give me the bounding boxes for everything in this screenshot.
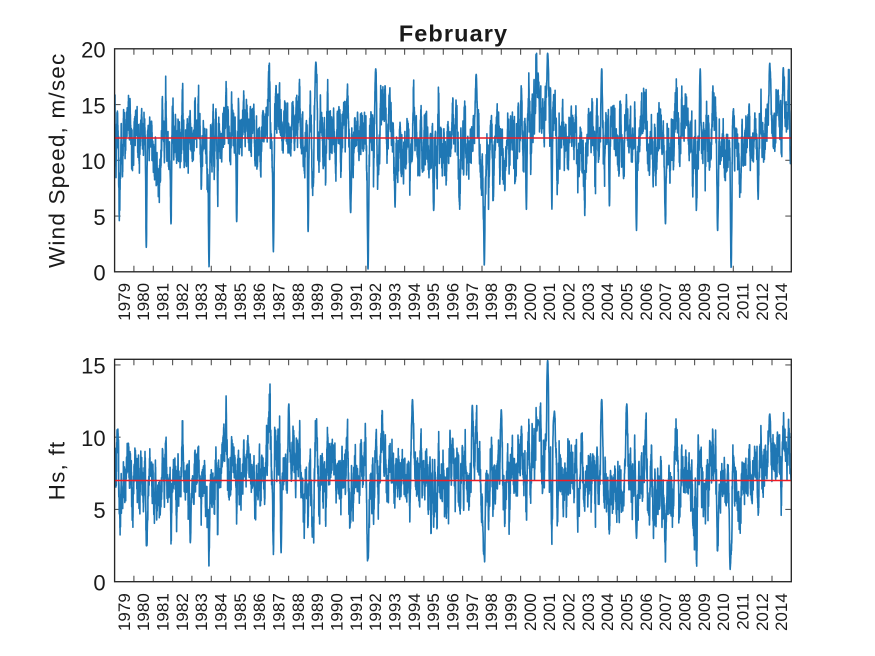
svg-text:1990: 1990	[328, 283, 347, 321]
svg-text:2002: 2002	[560, 283, 579, 321]
svg-text:1984: 1984	[212, 283, 231, 321]
svg-text:0: 0	[93, 570, 105, 595]
svg-text:0: 0	[93, 261, 105, 286]
svg-text:2006: 2006	[637, 283, 656, 321]
svg-text:1983: 1983	[192, 283, 211, 321]
svg-text:2003: 2003	[579, 593, 598, 631]
svg-text:1994: 1994	[405, 593, 424, 631]
svg-text:1997: 1997	[463, 283, 482, 321]
svg-text:2001: 2001	[540, 283, 559, 321]
svg-text:Wind Speed, m/sec: Wind Speed, m/sec	[45, 53, 70, 268]
svg-text:15: 15	[81, 93, 105, 118]
svg-text:1996: 1996	[444, 593, 463, 631]
svg-text:2012: 2012	[753, 283, 772, 321]
svg-text:2004: 2004	[598, 283, 617, 321]
svg-text:1988: 1988	[289, 283, 308, 321]
svg-text:1982: 1982	[173, 283, 192, 321]
svg-text:2011: 2011	[734, 593, 753, 630]
svg-text:2007: 2007	[656, 593, 675, 631]
svg-text:1981: 1981	[154, 593, 173, 631]
svg-text:1992: 1992	[366, 283, 385, 321]
svg-text:1990: 1990	[328, 593, 347, 631]
svg-text:1985: 1985	[231, 593, 250, 631]
svg-text:2001: 2001	[540, 593, 559, 631]
svg-text:1991: 1991	[347, 593, 366, 631]
svg-text:2011: 2011	[734, 283, 753, 320]
svg-text:1992: 1992	[366, 593, 385, 631]
svg-text:1999: 1999	[502, 283, 521, 321]
svg-text:Hs, ft: Hs, ft	[45, 441, 70, 501]
svg-text:1991: 1991	[347, 283, 366, 321]
svg-text:2000: 2000	[521, 593, 540, 631]
svg-text:1989: 1989	[308, 283, 327, 321]
svg-text:2007: 2007	[656, 283, 675, 321]
svg-text:2009: 2009	[695, 593, 714, 631]
svg-text:February: February	[399, 20, 508, 46]
svg-text:1993: 1993	[386, 593, 405, 631]
svg-text:1994: 1994	[405, 283, 424, 321]
svg-text:1986: 1986	[250, 283, 269, 321]
svg-text:2014: 2014	[772, 593, 791, 631]
svg-text:2010: 2010	[714, 593, 733, 631]
svg-text:1983: 1983	[192, 593, 211, 631]
svg-text:1996: 1996	[444, 283, 463, 321]
svg-text:1987: 1987	[270, 593, 289, 631]
svg-text:1987: 1987	[270, 283, 289, 321]
svg-text:1980: 1980	[134, 593, 153, 631]
svg-text:2008: 2008	[676, 593, 695, 631]
svg-text:2009: 2009	[695, 283, 714, 321]
svg-text:15: 15	[81, 354, 105, 379]
svg-text:2006: 2006	[637, 593, 656, 631]
svg-text:2005: 2005	[618, 593, 637, 631]
svg-text:1979: 1979	[115, 283, 134, 321]
svg-text:2014: 2014	[772, 283, 791, 321]
svg-text:1980: 1980	[134, 283, 153, 321]
svg-text:2004: 2004	[598, 593, 617, 631]
svg-text:2005: 2005	[618, 283, 637, 321]
svg-text:1995: 1995	[424, 283, 443, 321]
svg-text:1989: 1989	[308, 593, 327, 631]
svg-text:5: 5	[93, 205, 105, 230]
svg-text:1984: 1984	[212, 593, 231, 631]
svg-text:20: 20	[81, 38, 105, 63]
svg-text:1998: 1998	[482, 593, 501, 631]
svg-text:2010: 2010	[714, 283, 733, 321]
svg-text:2002: 2002	[560, 593, 579, 631]
svg-text:1993: 1993	[386, 283, 405, 321]
svg-text:1998: 1998	[482, 283, 501, 321]
svg-text:1981: 1981	[154, 283, 173, 321]
svg-text:10: 10	[81, 149, 105, 174]
svg-text:2003: 2003	[579, 283, 598, 321]
svg-text:5: 5	[93, 498, 105, 523]
svg-text:1995: 1995	[424, 593, 443, 631]
svg-text:2000: 2000	[521, 283, 540, 321]
svg-text:1982: 1982	[173, 593, 192, 631]
svg-text:2012: 2012	[753, 593, 772, 631]
svg-text:1999: 1999	[502, 593, 521, 631]
svg-text:2008: 2008	[676, 283, 695, 321]
svg-text:1979: 1979	[115, 593, 134, 631]
svg-text:1997: 1997	[463, 593, 482, 631]
svg-text:10: 10	[81, 426, 105, 451]
svg-text:1986: 1986	[250, 593, 269, 631]
svg-text:1988: 1988	[289, 593, 308, 631]
svg-text:1985: 1985	[231, 283, 250, 321]
